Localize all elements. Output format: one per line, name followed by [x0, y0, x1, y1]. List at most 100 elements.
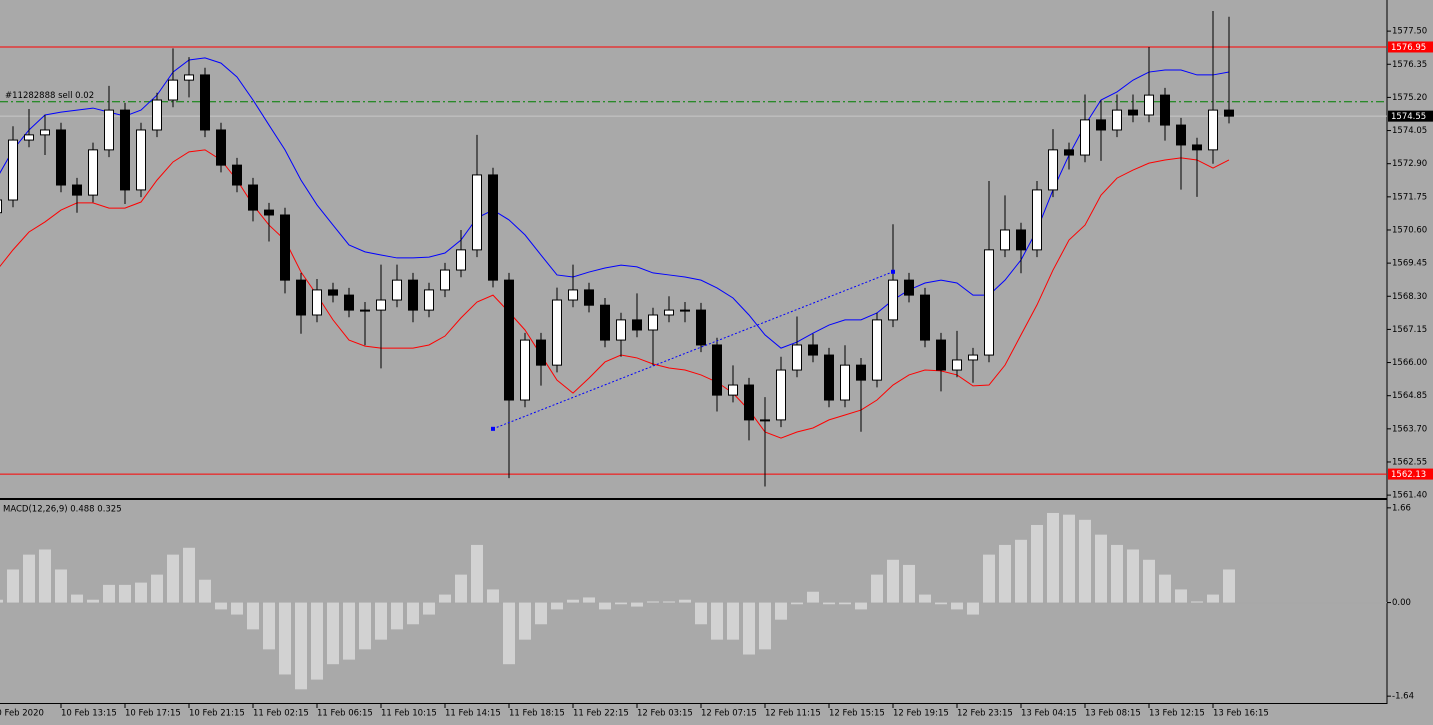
candle-body	[1160, 94, 1170, 126]
candle-body	[376, 299, 386, 311]
histogram-bar	[999, 544, 1011, 603]
moving-average	[0, 57, 1230, 349]
histogram-bar	[1127, 549, 1139, 603]
x-tick-label: 10 Feb 21:15	[189, 709, 245, 719]
histogram-bar	[855, 602, 867, 610]
candle-body	[696, 309, 706, 346]
histogram-bar	[1063, 514, 1075, 603]
histogram-bar	[1031, 524, 1043, 603]
x-tick-label: 12 Feb 11:15	[765, 709, 821, 719]
macd-title: MACD(12,26,9) 0.488 0.325	[3, 505, 122, 515]
candle-body	[1032, 189, 1042, 251]
histogram-bar	[439, 594, 451, 603]
histogram-bar	[727, 602, 739, 640]
candle-body	[1000, 229, 1010, 251]
histogram-bar	[199, 579, 211, 603]
x-tick-label: 11 Feb 14:15	[445, 709, 501, 719]
candle-body	[904, 279, 914, 296]
histogram-bar	[1143, 559, 1155, 603]
candle-body	[344, 294, 354, 311]
candle-body	[888, 279, 898, 321]
x-tick-label: 13 Feb 04:15	[1021, 709, 1077, 719]
candle-body	[488, 174, 498, 281]
candle-body	[248, 184, 258, 211]
candle-body	[600, 304, 610, 341]
candle-body	[504, 279, 514, 401]
candle-body	[360, 309, 370, 312]
histogram-bar	[871, 574, 883, 603]
candle-body	[1080, 119, 1090, 156]
x-tick-label: 10 Feb 17:15	[125, 709, 181, 719]
candle-body	[40, 129, 50, 136]
macd-panel	[0, 512, 1387, 690]
histogram-bar	[1175, 589, 1187, 603]
histogram-bar	[631, 602, 643, 607]
axes: 1577.50 1576.35 1575.20 1574.05 1572.90 1571.…	[0, 27, 1433, 719]
histogram-bar	[295, 602, 307, 690]
histogram-bar	[935, 602, 947, 605]
candle-body	[280, 214, 290, 281]
histogram-bar	[183, 547, 195, 603]
histogram-bar	[375, 602, 387, 640]
price-label: 1574.55	[1391, 112, 1426, 122]
candle-body	[536, 339, 546, 366]
candle-body	[616, 319, 626, 341]
candle-body	[8, 139, 18, 201]
histogram-bar	[119, 584, 131, 603]
candle-body	[120, 109, 130, 191]
y-tick-label: 1574.05	[1392, 126, 1427, 136]
candle-body	[24, 134, 34, 141]
candle-body	[88, 149, 98, 196]
candle-body	[1224, 109, 1234, 117]
candle-body	[1176, 124, 1186, 146]
x-tick-label: 12 Feb 03:15	[637, 709, 693, 719]
histogram-bar	[983, 554, 995, 603]
candle-body	[568, 289, 578, 301]
candle-body	[264, 209, 274, 216]
candle-body	[216, 129, 226, 166]
price-label-box	[1388, 468, 1433, 480]
x-tick-label: 11 Feb 06:15	[317, 709, 373, 719]
candle-body	[104, 109, 114, 151]
x-tick-label: 12 Feb 07:15	[701, 709, 757, 719]
candle-body	[184, 74, 194, 81]
histogram-bar	[103, 584, 115, 603]
histogram-bar	[1079, 519, 1091, 603]
histogram-bar	[807, 591, 819, 603]
y-tick-label: 1576.35	[1392, 60, 1427, 70]
histogram-bar	[583, 597, 595, 603]
y-tick-label: 1572.90	[1392, 159, 1427, 169]
x-tick-label: 11 Feb 18:15	[509, 709, 565, 719]
candle-body	[440, 269, 450, 291]
candle-body	[168, 79, 178, 101]
x-tick-label: 12 Feb 19:15	[893, 709, 949, 719]
y-tick-label: 1575.20	[1392, 93, 1427, 103]
candle-body	[1064, 149, 1074, 156]
histogram-bar	[519, 602, 531, 640]
histogram-bar	[135, 582, 147, 603]
candle-body	[1128, 109, 1138, 116]
candle-body	[648, 314, 658, 331]
histogram-bar	[887, 559, 899, 603]
candle-body	[1016, 229, 1026, 251]
y-tick-label: 1568.30	[1392, 292, 1427, 302]
candle-body	[520, 339, 530, 401]
histogram-bar	[167, 554, 179, 603]
histogram-bar	[567, 599, 579, 603]
histogram-bar	[23, 554, 35, 603]
histogram-bar	[615, 602, 627, 605]
candle-body	[936, 339, 946, 371]
histogram-bar	[391, 602, 403, 630]
candle-body	[680, 309, 690, 312]
histogram-bar	[647, 601, 659, 603]
histogram-bar	[695, 602, 707, 625]
histogram-bar	[951, 602, 963, 610]
candle-body	[840, 364, 850, 401]
histogram-bar	[279, 602, 291, 675]
price-label-box	[1388, 110, 1433, 122]
histogram-bar	[1159, 574, 1171, 603]
histogram-bar	[1111, 544, 1123, 603]
y-tick-label: 1577.50	[1392, 27, 1427, 37]
candle-body	[200, 74, 210, 131]
